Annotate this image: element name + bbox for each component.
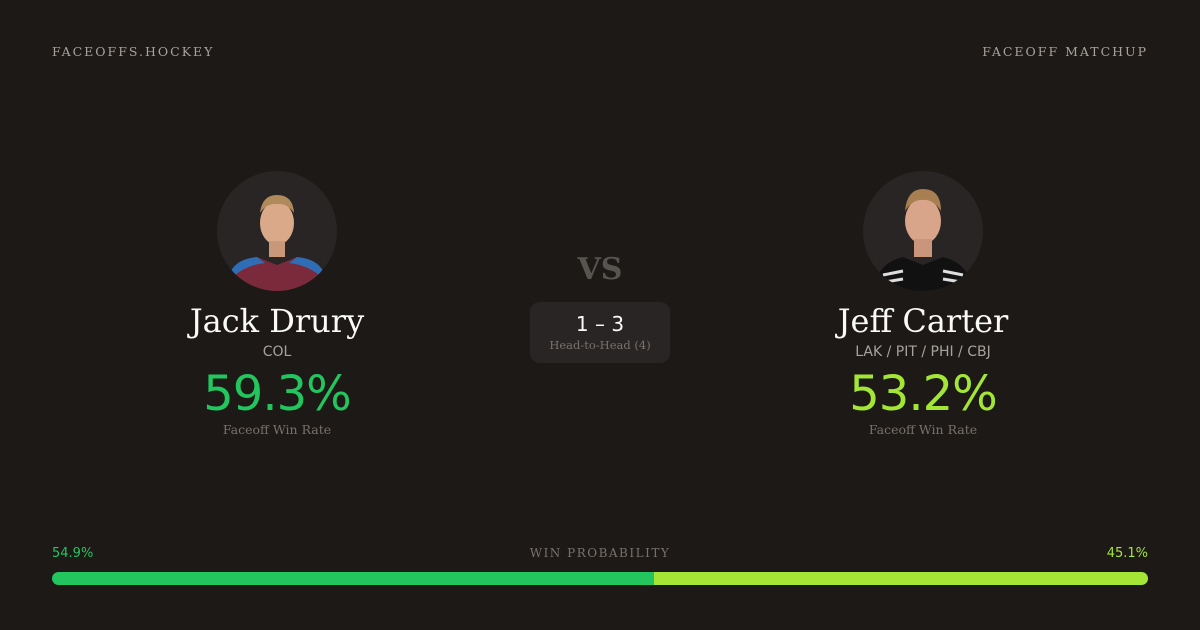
- avatar: [863, 171, 983, 291]
- win-rate-label: Faceoff Win Rate: [868, 422, 978, 437]
- win-rate-label: Faceoff Win Rate: [222, 422, 332, 437]
- right-probability-fill: [653, 572, 1148, 585]
- head-to-head-box: 1 – 3 Head-to-Head (4): [530, 302, 670, 363]
- player-name: Jack Drury: [189, 302, 365, 340]
- player-name: Jeff Carter: [837, 302, 1009, 340]
- head-to-head-score: 1 – 3: [575, 312, 625, 336]
- win-probability-label: WIN PROBABILITY: [529, 546, 671, 560]
- head-to-head-label: Head-to-Head (4): [549, 338, 651, 352]
- player-team: LAK / PIT / PHI / CBJ: [855, 344, 991, 360]
- left-probability-fill: [52, 572, 654, 585]
- player-left: Jack Drury COL 59.3% Faceoff Win Rate: [77, 171, 477, 437]
- right-probability: 45.1%: [1106, 546, 1148, 561]
- player-team: COL: [262, 344, 292, 360]
- left-probability: 54.9%: [52, 546, 94, 561]
- win-probability-bar: [52, 572, 1148, 585]
- page-title: FACEOFF MATCHUP: [982, 44, 1148, 59]
- avatar: [217, 171, 337, 291]
- player-right: Jeff Carter LAK / PIT / PHI / CBJ 53.2% …: [723, 171, 1123, 437]
- vs-label: VS: [577, 252, 623, 287]
- win-rate: 53.2%: [849, 366, 997, 422]
- win-rate: 59.3%: [203, 366, 351, 422]
- brand-logo-text: FACEOFFS.HOCKEY: [52, 44, 215, 59]
